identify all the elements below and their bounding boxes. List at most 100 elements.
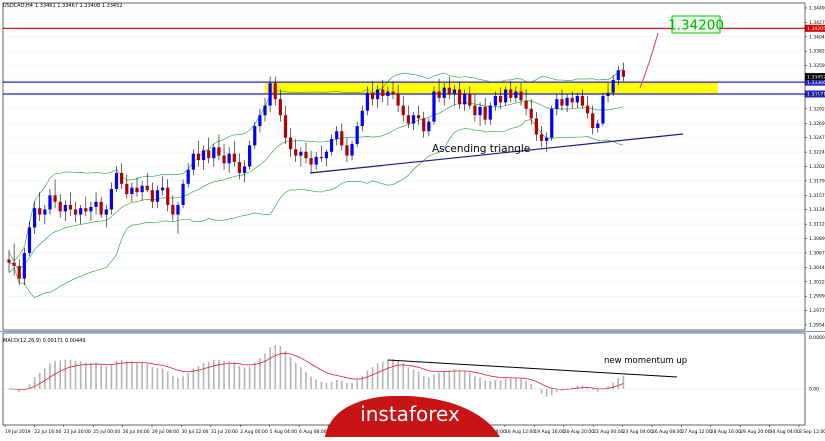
candle-body [539, 134, 544, 141]
macd-header: MACD(12,26,9) 0.00171 0.00449 [3, 338, 86, 344]
candle-body [550, 108, 554, 138]
candle-body [155, 190, 160, 202]
candles [7, 62, 625, 286]
candle-body [360, 110, 364, 127]
candle-body [314, 156, 318, 165]
candle-body [401, 105, 405, 116]
candle-body [611, 79, 615, 93]
candle-body [570, 97, 574, 103]
candle-body [7, 259, 11, 263]
time-axis-label: 28 Aug 16:00 [711, 429, 741, 435]
candle-body [248, 145, 252, 167]
candle-body [268, 83, 272, 106]
time-axis-label: 26 Aug 08:00 [652, 429, 682, 435]
candle-body [432, 91, 436, 122]
candle-body [166, 187, 170, 205]
price-axis-label: 1.32020 [809, 164, 825, 170]
candle-body [289, 137, 293, 150]
candle-body [345, 145, 349, 156]
candle-body [222, 155, 226, 164]
candle-body [237, 162, 241, 173]
candle-body [417, 115, 421, 119]
candle-body [114, 172, 119, 189]
candle-body [43, 209, 47, 215]
price-axis-label: 1.34045 [809, 34, 825, 40]
time-axis-label: 23 Aug 04:00 [623, 429, 653, 435]
target-label: 1.34200 [668, 18, 724, 34]
price-axis-label: 1.33820 [809, 49, 825, 55]
price-axis-label: 1.31345 [809, 207, 825, 213]
candle-body [504, 89, 508, 103]
instaforex-watermark: instaforex [325, 396, 500, 437]
candle-body [601, 95, 605, 124]
candle-body [27, 227, 32, 254]
candle-body [104, 209, 108, 215]
candle-body [94, 201, 98, 207]
candle-body [457, 89, 462, 105]
current-price-tag [805, 73, 825, 81]
candle-body [135, 187, 139, 193]
candle-body [365, 92, 369, 111]
candle-body [478, 106, 482, 116]
bb-lower-band [8, 119, 624, 298]
candle-body [488, 105, 492, 120]
candle-body [161, 187, 165, 191]
candle-body [329, 138, 334, 152]
candle-body [376, 89, 380, 100]
candle-body [130, 187, 134, 195]
candle-body [606, 92, 610, 96]
candle-body [38, 208, 42, 215]
candle-body [442, 87, 446, 98]
price-axis-label: 1.33145 [809, 92, 825, 98]
candle-body [120, 172, 124, 184]
time-axis-label: 27 Aug 12:00 [681, 429, 711, 435]
candle-body [109, 188, 113, 210]
candle-body [53, 195, 57, 202]
candle-body [99, 201, 103, 215]
momentum-label: new momentum up [604, 356, 687, 366]
price-axis-label: 1.31120 [809, 222, 825, 228]
candle-body [463, 94, 467, 105]
price-axis-label: 1.32470 [809, 135, 825, 141]
candle-body [12, 262, 16, 266]
candle-body [171, 204, 175, 215]
candle-body [406, 115, 410, 124]
candle-body [89, 206, 93, 212]
macd-axis-label-zero: 0.00 [809, 387, 819, 393]
price-axis-label: 1.33595 [809, 63, 825, 69]
projection-arrow [639, 32, 659, 89]
candle-body [140, 185, 144, 193]
candle-body [319, 156, 323, 159]
candle-body [616, 70, 620, 80]
bb-upper-band [8, 68, 624, 262]
red-resistance-price-label: 1.34205 [807, 26, 825, 32]
candle-body [304, 151, 308, 159]
price-axis-label: 1.29545 [809, 323, 825, 329]
candle-body [585, 105, 590, 114]
candle-body [186, 169, 190, 184]
candle-body [575, 95, 579, 103]
horizontal-lines: 1.34205 1.33366 1.33181 1.33452 [3, 24, 825, 98]
price-axis-label: 1.30445 [809, 265, 825, 271]
candle-body [447, 87, 451, 95]
blue-lower-price-tag [805, 90, 825, 98]
candle-body [191, 153, 195, 170]
candle-body [391, 91, 395, 95]
candle-body [258, 115, 262, 127]
candle-body [580, 95, 585, 106]
time-axis-label: 19 Jul 2019 [5, 429, 31, 435]
candle-body [483, 106, 487, 120]
candle-body [545, 137, 549, 141]
ascending-triangle-label: Ascending triangle [432, 143, 530, 155]
candle-body [299, 151, 303, 156]
price-axis-label: 1.32695 [809, 121, 825, 127]
candle-body [84, 208, 88, 212]
candle-body [350, 144, 354, 156]
time-axis-label: 20 Aug 20:00 [564, 429, 594, 435]
candle-body [79, 208, 83, 215]
candle-body [335, 131, 339, 139]
macd-signal-line [8, 352, 624, 390]
candle-body [524, 100, 528, 109]
